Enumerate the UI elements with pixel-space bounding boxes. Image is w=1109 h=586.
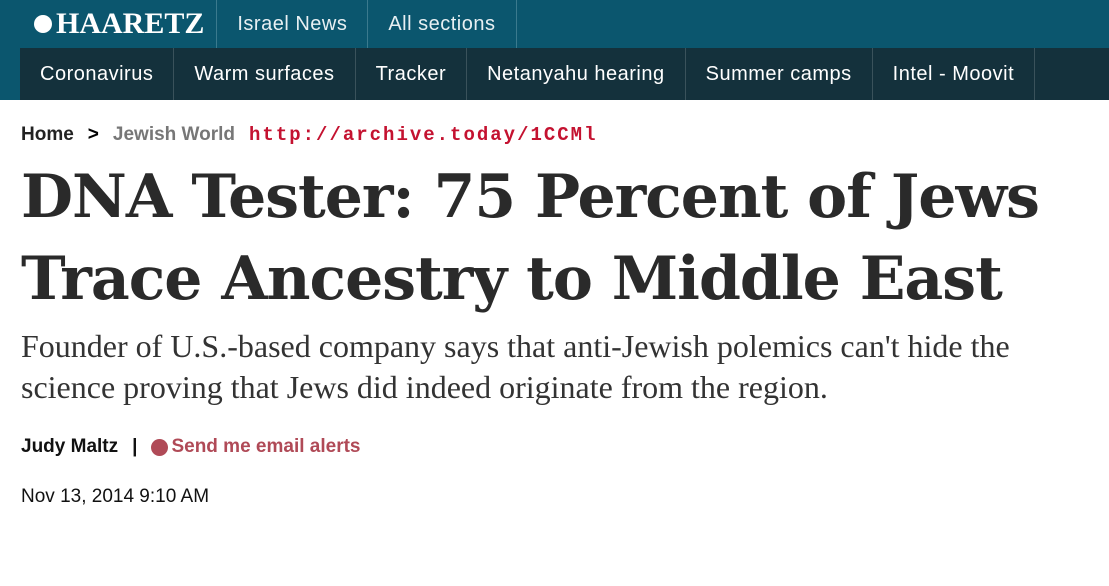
subnav-link[interactable]: Intel - Moovit	[873, 48, 1036, 100]
alerts[interactable]: Send me email alerts	[151, 436, 361, 458]
logo-text[interactable]: HAARETZ	[56, 7, 205, 40]
subnav: Coronavirus Warm surfaces Tracker Netanyahu…	[0, 48, 1109, 100]
breadcrumb: Home > Jewish World http://archive.today…	[0, 100, 1109, 146]
nav-link[interactable]: All sections	[368, 0, 517, 48]
crumb-section[interactable]: Jewish World	[112, 124, 236, 145]
divider: |	[132, 436, 138, 457]
nav-link[interactable]: Israel News	[217, 0, 369, 48]
subnav-link[interactable]: Coronavirus	[20, 48, 175, 100]
crumb-home[interactable]: Home	[21, 124, 74, 145]
headline: DNA Tester: 75 Percent of Jews Trace Anc…	[21, 162, 1040, 314]
archive-link: http://archive.today/1CCMl	[249, 124, 598, 146]
subtitle: Founder of U.S.-based company says that …	[21, 328, 1010, 405]
author[interactable]: Judy Maltz	[21, 436, 119, 457]
crumb-sep: >	[87, 124, 99, 145]
header: HAARETZ Israel News All sections	[0, 0, 1109, 48]
subnav-link[interactable]: Warm surfaces	[174, 48, 356, 100]
subnav-bar: Coronavirus Warm surfaces Tracker Netanyahu…	[20, 48, 1109, 100]
byline: Judy Maltz | Send me email alerts	[21, 436, 1109, 458]
subnav-link[interactable]: Tracker	[356, 48, 468, 100]
logo[interactable]: HAARETZ	[0, 0, 218, 48]
alerts-text[interactable]: Send me email alerts	[171, 436, 361, 457]
date: Nov 13, 2014 9:10 AM	[21, 486, 210, 507]
subnav-link[interactable]: Summer camps	[686, 48, 873, 100]
subnav-link[interactable]: Netanyahu hearing	[467, 48, 686, 100]
